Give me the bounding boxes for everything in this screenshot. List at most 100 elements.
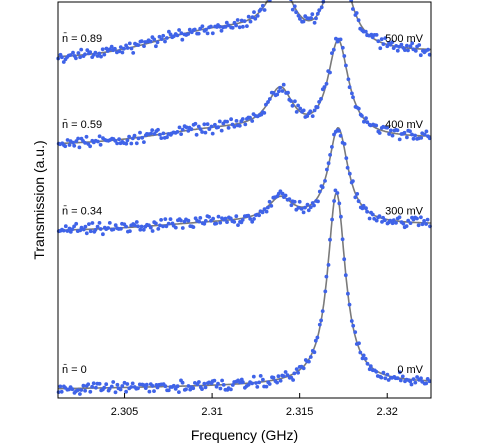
data-point [234, 119, 239, 123]
data-point [109, 384, 114, 389]
data-point [399, 42, 404, 47]
data-point [328, 153, 332, 157]
data-point [320, 309, 325, 313]
data-point [94, 385, 98, 390]
data-point [403, 48, 407, 52]
data-point [239, 18, 244, 23]
data-point [205, 122, 210, 126]
data-point [354, 11, 359, 15]
data-point [218, 386, 223, 391]
data-point [290, 103, 295, 108]
data-point [307, 359, 311, 364]
data-point [406, 48, 410, 53]
data-point [250, 219, 255, 224]
data-point [361, 353, 366, 358]
data-point [159, 136, 164, 141]
data-point [117, 137, 121, 142]
data-point [310, 114, 315, 118]
data-point [193, 121, 198, 126]
data-point [246, 14, 251, 19]
data-point [390, 133, 395, 138]
data-point [173, 225, 178, 230]
data-point [156, 127, 160, 132]
data-point [213, 122, 217, 127]
data-point [314, 16, 318, 21]
data-point [330, 51, 334, 55]
data-point [156, 227, 161, 231]
data-point [58, 384, 63, 389]
data-point [379, 375, 384, 380]
data-point [281, 82, 286, 87]
data-point [97, 51, 102, 56]
data-point [292, 4, 297, 9]
data-point [111, 380, 116, 384]
data-point [198, 127, 203, 131]
data-point [115, 141, 119, 146]
data-point [198, 26, 203, 31]
data-point [360, 356, 365, 361]
data-point [107, 221, 112, 225]
data-point [264, 384, 269, 389]
nbar-label: n̄ = 0.89 [62, 32, 102, 45]
data-point [353, 330, 358, 334]
data-point [289, 0, 293, 2]
data-point [88, 229, 93, 234]
data-point [264, 209, 269, 214]
data-point [125, 138, 130, 143]
data-point [155, 385, 160, 390]
data-point [154, 221, 158, 226]
data-point [147, 389, 152, 394]
data-point [315, 105, 320, 110]
data-point [258, 374, 263, 378]
y-axis-label: Transmission (a.u.) [31, 140, 47, 259]
data-point [113, 138, 118, 143]
data-point [397, 370, 402, 375]
data-point [72, 143, 77, 148]
data-point [313, 338, 318, 343]
data-point [422, 132, 427, 137]
data-point [186, 32, 191, 36]
data-point [236, 223, 240, 228]
data-point [340, 45, 345, 50]
data-point [293, 99, 297, 104]
data-point [210, 31, 215, 36]
data-point [241, 380, 245, 385]
data-point [198, 216, 203, 220]
data-point [203, 219, 208, 223]
data-point [332, 199, 336, 203]
data-point [408, 221, 413, 226]
data-point [74, 221, 79, 226]
data-point [328, 70, 332, 75]
data-point [261, 377, 265, 382]
data-point [269, 204, 274, 208]
data-point [312, 350, 317, 355]
data-point [317, 189, 322, 194]
data-point [136, 386, 140, 391]
data-point [217, 119, 222, 124]
data-point [107, 47, 112, 52]
data-point [319, 5, 324, 10]
data-point [88, 389, 93, 394]
x-axis-label: Frequency (GHz) [191, 427, 298, 443]
data-point [218, 220, 223, 225]
data-point [252, 10, 256, 15]
data-point [158, 132, 162, 137]
x-tick-label: 2.315 [286, 406, 314, 418]
data-point [129, 46, 134, 51]
data-point [427, 379, 432, 384]
data-point [60, 55, 64, 60]
data-point [363, 356, 368, 361]
data-point [363, 29, 368, 34]
data-point [63, 224, 68, 229]
data-point [303, 205, 307, 210]
data-point [118, 45, 123, 49]
data-point [346, 77, 351, 82]
data-point [155, 40, 160, 45]
data-point [350, 91, 354, 96]
data-point [124, 224, 128, 229]
data-point [404, 224, 409, 229]
data-point [143, 386, 148, 390]
data-point [331, 47, 336, 52]
data-point [71, 140, 75, 145]
data-point [142, 383, 146, 387]
